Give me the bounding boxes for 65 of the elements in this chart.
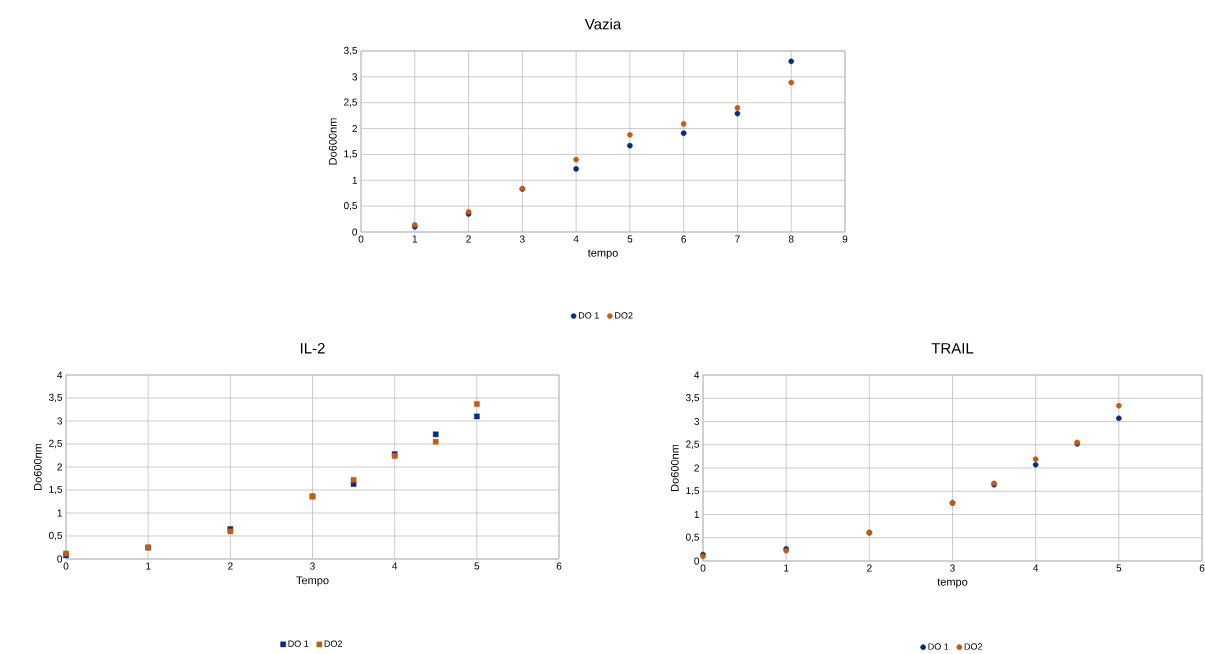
legend-label: DO 1 — [288, 640, 309, 647]
y-tick-label: 3,5 — [343, 46, 358, 56]
chart-title: IL-2 — [300, 342, 325, 354]
x-axis-title: tempo — [937, 578, 968, 588]
y-tick-label: 4 — [694, 371, 700, 379]
y-tick-label: 4 — [57, 371, 63, 379]
y-tick-label: 0,5 — [685, 533, 700, 542]
y-tick-label: 1 — [694, 511, 699, 518]
y-tick-label: 1,5 — [344, 150, 358, 159]
y-tick-label: 2 — [57, 463, 62, 471]
legend-label: DO 1 — [928, 643, 949, 650]
legend-label: DO 1 — [578, 312, 599, 319]
legend-label: DO2 — [324, 640, 342, 647]
x-tick-label: 6 — [681, 235, 687, 243]
chart-title: TRAIL — [931, 343, 974, 354]
y-tick-label: 2,5 — [344, 98, 358, 107]
y-tick-label: 2 — [694, 464, 699, 472]
x-tick-label: 4 — [1033, 564, 1039, 572]
y-tick-label: 2 — [352, 125, 357, 133]
x-tick-label: 1 — [784, 564, 789, 572]
x-tick-label: 3 — [519, 235, 525, 243]
y-tick-label: 0,5 — [343, 202, 358, 211]
x-tick-label: 2 — [228, 562, 233, 570]
y-tick-label: 1 — [352, 176, 357, 184]
x-tick-label: 1 — [412, 235, 418, 243]
y-tick-label: 0,5 — [48, 531, 63, 541]
y-tick-label: 0 — [57, 555, 63, 563]
y-axis-title: Do600nm — [670, 444, 679, 491]
x-tick-label: 9 — [842, 235, 848, 243]
x-tick-label: 6 — [1199, 564, 1205, 572]
y-axis-title: Do600nm — [33, 443, 42, 490]
x-tick-label: 0 — [358, 235, 364, 243]
y-tick-label: 3 — [57, 417, 63, 425]
y-tick-label: 0 — [694, 557, 700, 565]
x-tick-label: 2 — [867, 564, 872, 572]
x-tick-label: 5 — [627, 235, 633, 243]
x-tick-label: 0 — [700, 564, 706, 572]
y-tick-label: 1,5 — [686, 487, 700, 496]
y-tick-label: 2,5 — [49, 439, 63, 449]
y-axis-title: Do600nm — [328, 118, 337, 165]
y-tick-label: 3,5 — [48, 393, 63, 403]
x-tick-label: 3 — [310, 562, 315, 570]
x-axis-title: tempo — [587, 249, 618, 259]
x-tick-label: 3 — [950, 564, 955, 572]
x-tick-label: 4 — [392, 562, 398, 570]
x-axis-title: Tempo — [296, 576, 329, 587]
x-tick-label: 5 — [1116, 564, 1122, 572]
y-tick-label: 1 — [57, 509, 62, 517]
x-tick-label: 6 — [556, 562, 562, 570]
legend-label: DO2 — [615, 312, 633, 319]
y-tick-label: 3,5 — [685, 394, 700, 403]
y-tick-label: 1,5 — [49, 485, 63, 495]
x-tick-label: 1 — [146, 562, 151, 570]
x-tick-label: 2 — [466, 235, 471, 243]
chart-title: Vazia — [584, 18, 622, 30]
y-tick-label: 3 — [352, 73, 358, 81]
x-tick-label: 4 — [573, 235, 579, 243]
x-tick-label: 8 — [788, 235, 794, 243]
y-tick-label: 2,5 — [686, 440, 700, 449]
legend-label: DO2 — [964, 643, 983, 650]
x-tick-label: 0 — [63, 562, 69, 570]
y-tick-label: 3 — [694, 417, 700, 426]
x-tick-label: 7 — [735, 235, 740, 243]
x-tick-label: 5 — [474, 562, 480, 570]
y-tick-label: 0 — [352, 228, 358, 236]
